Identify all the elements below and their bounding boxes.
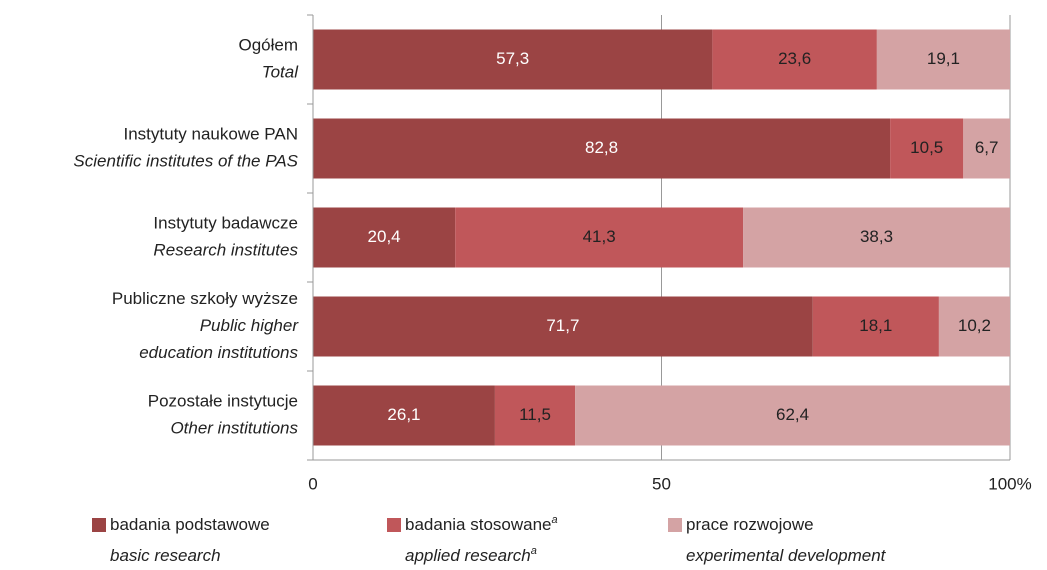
- bar-segment: [313, 118, 891, 179]
- bar-segment: [938, 296, 1010, 357]
- bar-segment: [963, 118, 1010, 179]
- category-label: Scientific institutes of the PAS: [73, 151, 298, 170]
- value-label: 26,1: [387, 405, 420, 424]
- value-label: 82,8: [585, 138, 618, 157]
- category-label: Publiczne szkoły wyższe: [112, 289, 298, 308]
- x-tick-label: 50: [652, 474, 671, 493]
- legend-name: badania podstawowe: [110, 515, 270, 534]
- bar-segment: [575, 385, 1010, 446]
- bar-segment: [313, 385, 495, 446]
- x-tick-label: 100%: [988, 474, 1031, 493]
- legend-swatch: [387, 518, 401, 532]
- category-label: Research institutes: [153, 240, 298, 259]
- value-label: 11,5: [519, 405, 551, 424]
- value-label: 6,7: [975, 138, 999, 157]
- footnote: a: [531, 545, 537, 557]
- value-label: 71,7: [546, 316, 579, 335]
- bar-segment: [494, 385, 576, 446]
- legend-name: prace rozwojowe: [686, 515, 814, 534]
- category-label: Public higher: [200, 316, 300, 335]
- bar-segment: [876, 29, 1010, 90]
- value-label: 62,4: [776, 405, 809, 424]
- category-label: Ogółem: [238, 35, 298, 54]
- category-label: Other institutions: [170, 418, 298, 437]
- category-label: Instytuty naukowe PAN: [124, 124, 299, 143]
- legend-label: badania podstawowe: [110, 515, 270, 534]
- legend-name-en: experimental development: [686, 546, 887, 565]
- legend-name-en: basic research: [110, 546, 221, 565]
- value-label: 38,3: [860, 227, 893, 246]
- legend-swatch: [668, 518, 682, 532]
- bar-segment: [313, 29, 713, 90]
- value-label: 19,1: [927, 49, 960, 68]
- legend-label-en: applied researcha: [405, 545, 537, 566]
- legend-name-en: applied research: [405, 546, 531, 565]
- value-label: 10,5: [910, 138, 943, 157]
- category-label: Pozostałe instytucje: [148, 391, 298, 410]
- value-label: 10,2: [958, 316, 991, 335]
- category-label: Instytuty badawcze: [153, 213, 298, 232]
- legend-swatch: [92, 518, 106, 532]
- footnote: a: [552, 514, 558, 526]
- value-label: 18,1: [859, 316, 892, 335]
- value-label: 23,6: [778, 49, 811, 68]
- bar-segment: [712, 29, 877, 90]
- legend-name: badania stosowane: [405, 515, 552, 534]
- legend-label: prace rozwojowe: [686, 515, 814, 534]
- category-label: education institutions: [139, 343, 298, 362]
- x-tick-label: 0: [308, 474, 317, 493]
- bar-segment: [313, 296, 813, 357]
- legend-label-en: experimental development: [686, 546, 887, 565]
- bar-segment: [455, 207, 744, 268]
- bar-segment: [812, 296, 939, 357]
- bar-segment: [313, 207, 456, 268]
- bar-segment: [890, 118, 964, 179]
- category-label: Total: [262, 62, 299, 81]
- legend-label: badania stosowanea: [405, 514, 558, 535]
- value-label: 20,4: [368, 227, 401, 246]
- value-label: 57,3: [496, 49, 529, 68]
- bar-segment: [743, 207, 1010, 268]
- value-label: 41,3: [583, 227, 616, 246]
- legend-label-en: basic research: [110, 546, 221, 565]
